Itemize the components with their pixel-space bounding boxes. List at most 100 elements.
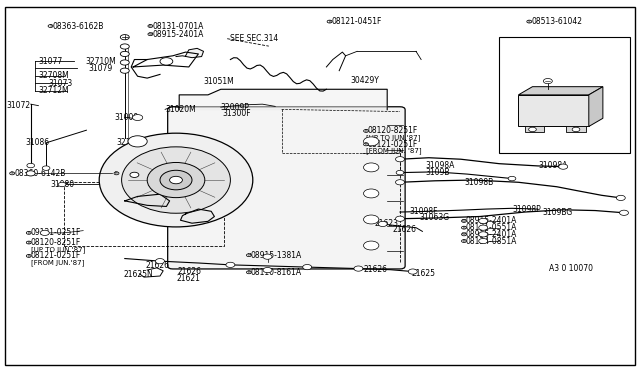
Text: 08915-2401A: 08915-2401A: [466, 230, 517, 239]
Circle shape: [10, 172, 15, 175]
Text: 08120-8251F: 08120-8251F: [368, 126, 419, 135]
Circle shape: [246, 254, 252, 257]
Circle shape: [559, 164, 568, 169]
Circle shape: [378, 221, 387, 227]
Circle shape: [148, 25, 153, 28]
Ellipse shape: [122, 147, 230, 213]
Text: 31036: 31036: [552, 97, 577, 106]
Circle shape: [616, 195, 625, 201]
Circle shape: [508, 176, 516, 181]
Circle shape: [364, 129, 369, 132]
Circle shape: [572, 127, 580, 132]
Circle shape: [303, 264, 312, 270]
Text: 21621: 21621: [177, 274, 200, 283]
Text: 32712M: 32712M: [38, 86, 69, 95]
Text: 3109BG: 3109BG: [543, 208, 573, 217]
Circle shape: [27, 163, 35, 168]
Text: W: W: [148, 32, 152, 36]
Circle shape: [364, 137, 379, 146]
Ellipse shape: [160, 170, 192, 190]
Circle shape: [396, 180, 404, 185]
Polygon shape: [525, 126, 544, 132]
Circle shape: [26, 241, 31, 244]
Text: 21626: 21626: [364, 265, 388, 274]
Text: 31300F: 31300F: [223, 109, 252, 118]
Text: 08134-0851A: 08134-0851A: [466, 237, 517, 246]
Circle shape: [396, 157, 404, 162]
Circle shape: [120, 60, 129, 65]
Text: [FROM JUN.'87]: [FROM JUN.'87]: [31, 259, 84, 266]
Circle shape: [461, 240, 467, 243]
Circle shape: [114, 172, 119, 175]
Text: 21626: 21626: [146, 261, 170, 270]
Text: 08915-2401A: 08915-2401A: [152, 30, 204, 39]
Circle shape: [226, 262, 235, 267]
Text: B: B: [28, 231, 30, 235]
Bar: [64, 182, 224, 246]
Circle shape: [40, 230, 49, 235]
Text: B: B: [328, 20, 331, 23]
Text: 21623: 21623: [374, 219, 398, 228]
Text: B: B: [248, 270, 250, 274]
Circle shape: [156, 259, 164, 264]
Circle shape: [120, 35, 129, 40]
Circle shape: [461, 233, 467, 236]
Circle shape: [263, 267, 272, 273]
Text: W: W: [462, 219, 466, 223]
Text: B: B: [463, 226, 465, 230]
Circle shape: [48, 25, 53, 28]
Circle shape: [130, 172, 139, 177]
Text: 31086: 31086: [26, 138, 50, 147]
Text: 08121-0451F: 08121-0451F: [332, 17, 382, 26]
Text: 31051M: 31051M: [204, 77, 234, 86]
Circle shape: [408, 269, 417, 274]
Circle shape: [527, 20, 532, 23]
Text: 31077: 31077: [38, 57, 63, 65]
Text: 30429Y: 30429Y: [351, 76, 380, 85]
Text: 08915-1381A: 08915-1381A: [251, 251, 302, 260]
Circle shape: [26, 231, 31, 234]
Circle shape: [479, 218, 488, 224]
Text: 21625: 21625: [412, 269, 435, 278]
Text: 08121-0251F: 08121-0251F: [31, 251, 81, 260]
FancyBboxPatch shape: [518, 95, 589, 126]
Text: 21626: 21626: [393, 225, 417, 234]
Text: B: B: [115, 171, 118, 175]
Circle shape: [128, 136, 147, 147]
Text: M: M: [247, 253, 251, 257]
Circle shape: [461, 226, 467, 229]
Text: 08110-8161A: 08110-8161A: [251, 268, 302, 277]
Circle shape: [58, 182, 66, 187]
Circle shape: [120, 68, 129, 73]
Text: B: B: [365, 142, 367, 146]
Text: 08915-2401A: 08915-2401A: [466, 217, 517, 225]
Circle shape: [132, 115, 143, 121]
Text: 32708M: 32708M: [38, 71, 69, 80]
FancyBboxPatch shape: [168, 107, 405, 269]
Circle shape: [364, 143, 369, 146]
Circle shape: [396, 216, 404, 221]
Circle shape: [364, 215, 379, 224]
Text: S: S: [11, 171, 13, 175]
Text: 31098A: 31098A: [539, 161, 568, 170]
Text: 31042: 31042: [172, 208, 196, 217]
Circle shape: [479, 238, 488, 244]
Text: B: B: [28, 254, 30, 258]
Circle shape: [170, 176, 182, 184]
Text: 08131-0551A: 08131-0551A: [466, 223, 517, 232]
Text: B: B: [463, 239, 465, 243]
Circle shape: [327, 20, 332, 23]
Text: 31063G: 31063G: [419, 214, 449, 222]
Text: 31098A: 31098A: [425, 161, 454, 170]
Text: 21625N: 21625N: [124, 270, 153, 279]
Circle shape: [461, 219, 467, 222]
Circle shape: [120, 51, 129, 57]
Circle shape: [529, 127, 536, 132]
Text: 31020M: 31020M: [165, 105, 196, 114]
Text: 08120-8251F: 08120-8251F: [31, 238, 81, 247]
Circle shape: [364, 189, 379, 198]
Circle shape: [42, 166, 50, 170]
Text: 08363-6162B: 08363-6162B: [52, 22, 104, 31]
Circle shape: [479, 232, 488, 237]
Circle shape: [263, 254, 272, 259]
